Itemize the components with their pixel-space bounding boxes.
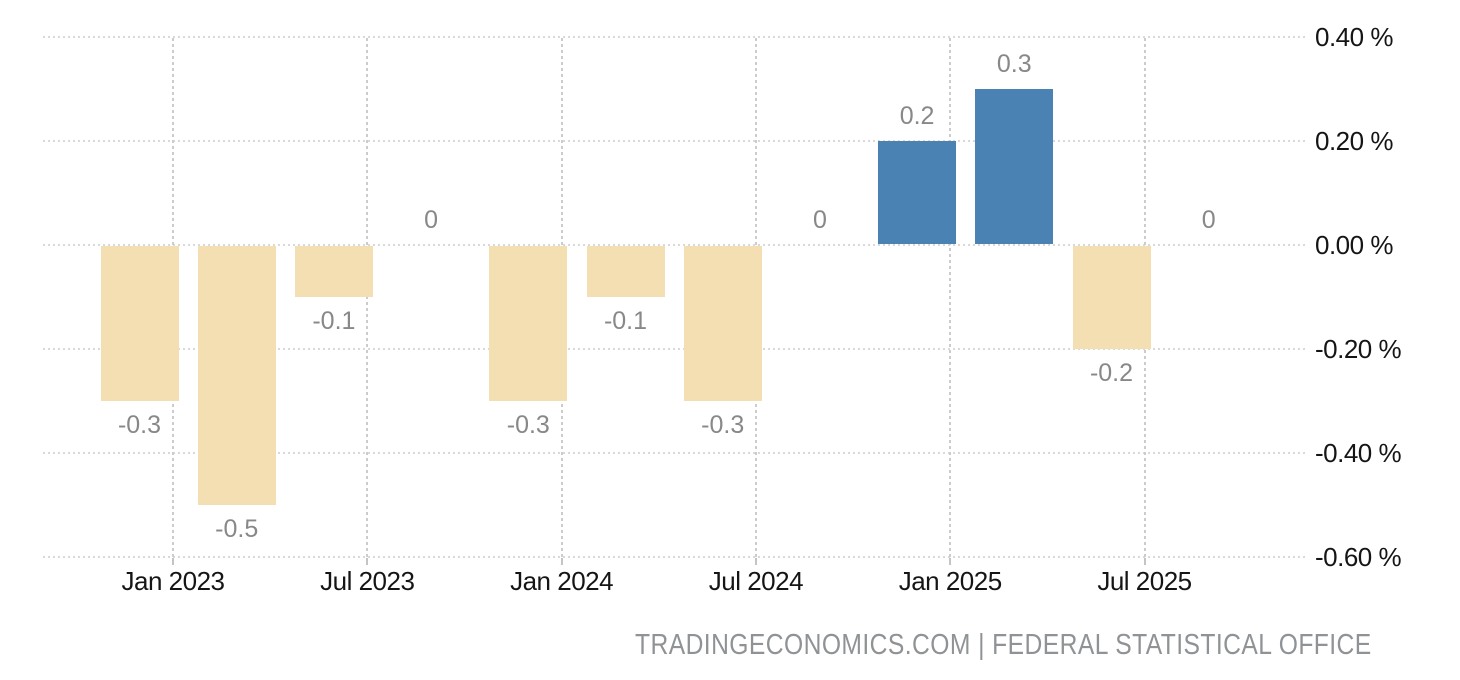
bar-value-label: 0.2 — [899, 102, 935, 130]
y-axis-label: 0.20 % — [1315, 126, 1393, 156]
bar-q4-2022[interactable] — [100, 246, 179, 401]
bar-q1-2025[interactable] — [975, 89, 1054, 244]
bar-value-label: 0 — [1201, 206, 1216, 234]
bar-value-label: 0 — [424, 206, 439, 234]
x-axis-label: Jan 2025 — [898, 566, 1002, 596]
h-gridline — [43, 556, 1306, 558]
bar-q2-2024[interactable] — [683, 246, 762, 401]
bar-value-label: -0.1 — [312, 307, 356, 335]
v-gridline — [949, 38, 952, 558]
x-axis-label: Jan 2024 — [510, 566, 614, 596]
y-axis-label: -0.40 % — [1315, 438, 1402, 468]
bar-q4-2023[interactable] — [489, 246, 568, 401]
h-gridline — [43, 36, 1306, 38]
bar-value-label: -0.2 — [1089, 359, 1134, 387]
x-axis-tick — [949, 558, 952, 565]
x-axis-tick — [754, 558, 757, 565]
v-gridline — [366, 38, 369, 558]
y-axis-label: -0.60 % — [1315, 542, 1402, 572]
attribution: TRADINGECONOMICS.COM | FEDERAL STATISTIC… — [635, 629, 1372, 661]
bar-q1-2024[interactable] — [586, 246, 665, 297]
h-gridline — [43, 348, 1306, 350]
x-axis-tick — [560, 558, 563, 565]
bar-value-label: -0.3 — [701, 411, 745, 439]
y-axis-label: 0.40 % — [1315, 22, 1393, 52]
bar-q2-2025[interactable] — [1072, 246, 1151, 349]
y-axis-label: 0.00 % — [1315, 230, 1393, 260]
bar-q1-2023[interactable] — [197, 246, 276, 505]
bar-value-label: -0.5 — [215, 515, 259, 543]
h-gridline — [43, 452, 1306, 454]
bar-q2-2023[interactable] — [294, 246, 373, 297]
h-gridline — [43, 140, 1306, 142]
bar-value-label: -0.3 — [506, 411, 550, 439]
bar-q4-2024[interactable] — [878, 141, 957, 244]
bar-value-label: 0 — [812, 206, 827, 234]
y-axis-label: -0.20 % — [1315, 334, 1402, 364]
bar-value-label: -0.1 — [603, 307, 648, 335]
bar-value-label: -0.3 — [117, 411, 162, 439]
x-axis-label: Jan 2023 — [121, 566, 225, 596]
x-axis-label: Jul 2023 — [320, 566, 415, 596]
x-axis-label: Jul 2025 — [1097, 566, 1192, 596]
x-axis-tick — [366, 558, 369, 565]
x-axis-tick — [172, 558, 174, 565]
x-axis-label: Jul 2024 — [708, 566, 804, 596]
bar-value-label: 0.3 — [996, 50, 1032, 78]
x-axis-tick — [1143, 558, 1146, 565]
h-gridline — [43, 244, 1306, 246]
